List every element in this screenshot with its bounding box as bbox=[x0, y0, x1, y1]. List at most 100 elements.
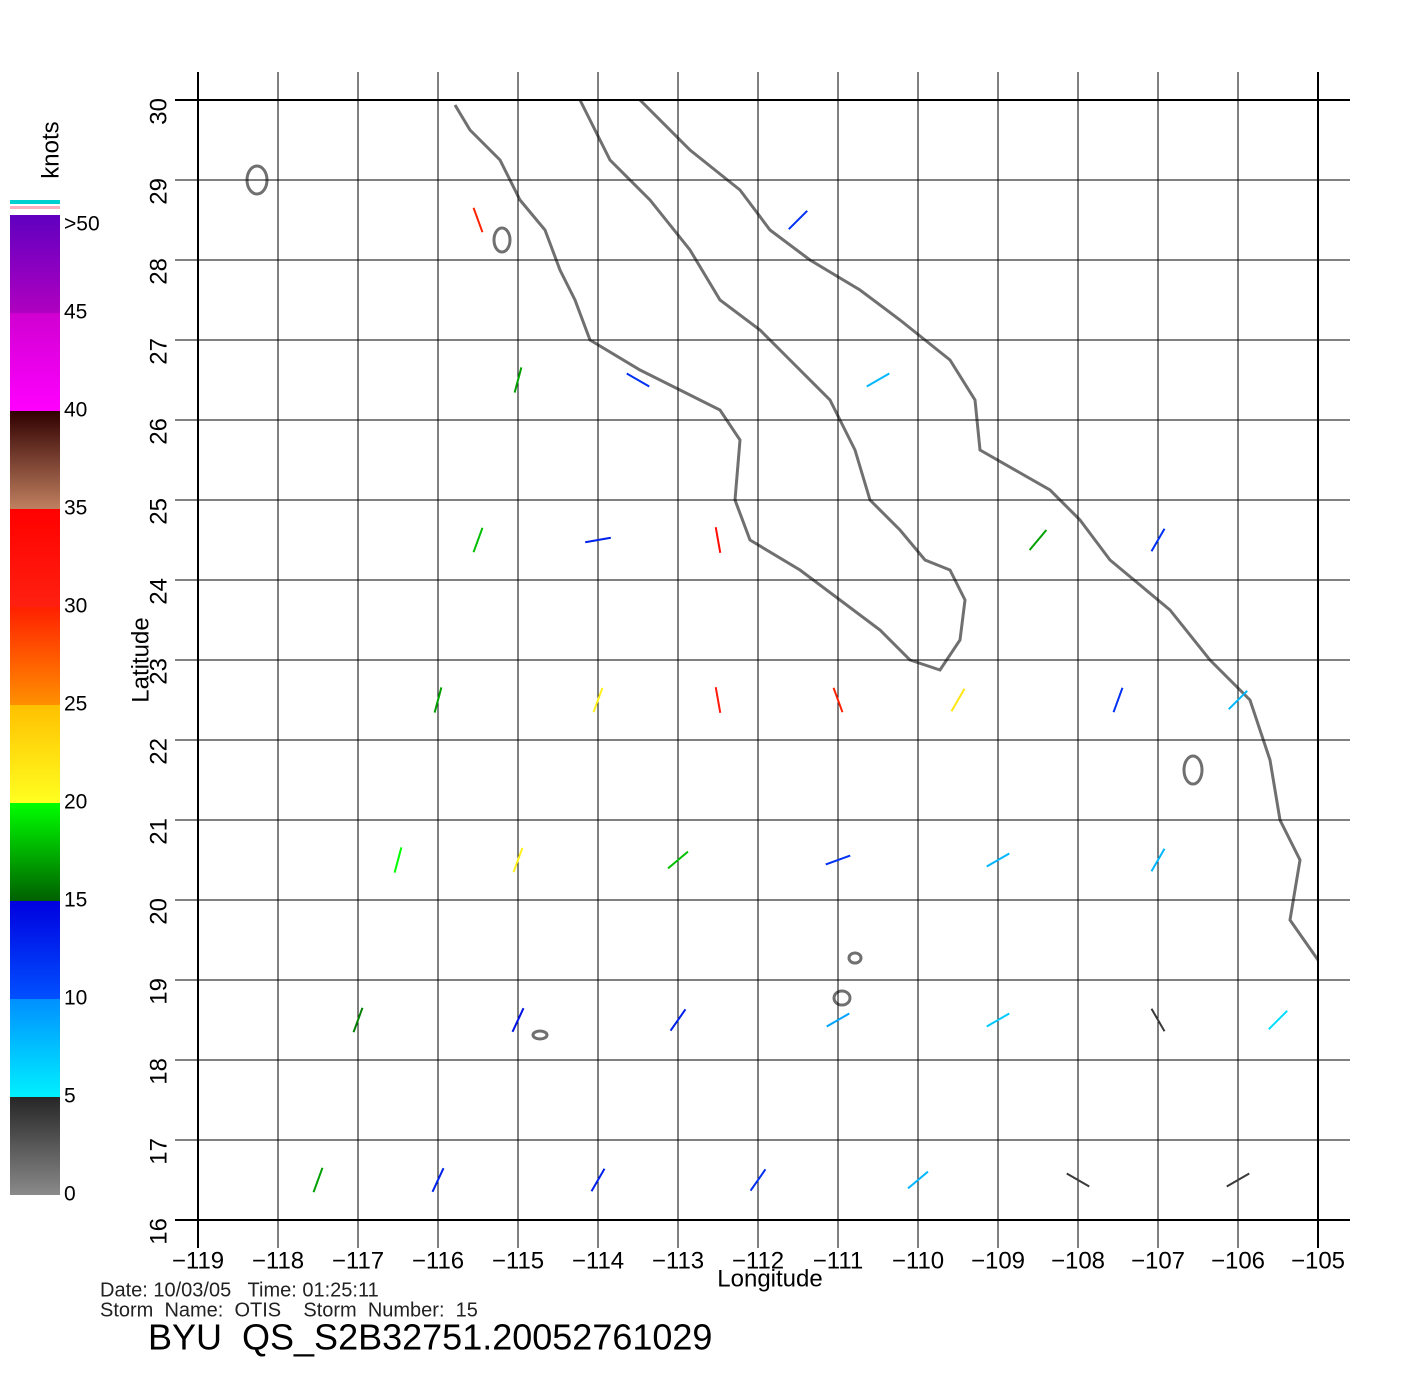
file-id: BYU QS_S2B32751.20052761029 bbox=[148, 1317, 712, 1358]
wind-vector bbox=[312, 1167, 324, 1193]
colorbar-tick-label: 30 bbox=[64, 595, 87, 618]
x-tick-label: −114 bbox=[572, 1247, 624, 1274]
wind-vector bbox=[749, 1168, 767, 1192]
colorbar-tick-label: >50 bbox=[64, 213, 100, 236]
colorbar-segment bbox=[10, 313, 60, 411]
y-tick-label: 17 bbox=[145, 1138, 172, 1165]
x-axis-label: Longitude bbox=[717, 1265, 822, 1292]
x-tick-label: −111 bbox=[813, 1247, 864, 1274]
x-tick-label: −107 bbox=[1131, 1247, 1185, 1274]
wind-vector bbox=[986, 1012, 1010, 1028]
colorbar-tick-label: 40 bbox=[64, 399, 87, 422]
y-tick-label: 30 bbox=[145, 98, 172, 125]
colorbar-tick-label: 0 bbox=[64, 1183, 76, 1206]
x-tick-label: −113 bbox=[652, 1247, 704, 1274]
y-tick-label: 22 bbox=[145, 738, 172, 765]
colorbar-label: knots bbox=[37, 121, 64, 178]
info-line: Date: 10/03/05 Time: 01:25:11 bbox=[100, 1279, 379, 1301]
colorbar-segment bbox=[10, 607, 60, 705]
wind-vector bbox=[1226, 1172, 1250, 1188]
x-tick-label: −108 bbox=[1051, 1247, 1105, 1274]
y-tick-label: 16 bbox=[145, 1218, 172, 1245]
colorbar-segment bbox=[10, 803, 60, 901]
wind-vector bbox=[714, 687, 722, 713]
colorbar-segment bbox=[10, 509, 60, 607]
colorbar-cap bbox=[10, 200, 60, 204]
colorbar-segment bbox=[10, 999, 60, 1097]
baja-coast bbox=[453, 99, 967, 672]
wind-vector bbox=[433, 687, 443, 713]
colorbar-segment bbox=[10, 705, 60, 803]
x-tick-label: −118 bbox=[252, 1247, 304, 1274]
wind-vector bbox=[1150, 1008, 1166, 1032]
island bbox=[492, 226, 512, 254]
wind-vector bbox=[472, 527, 484, 553]
wind-vector bbox=[1268, 1010, 1288, 1030]
colorbar-segment bbox=[10, 411, 60, 509]
colorbar-tick-label: 10 bbox=[64, 987, 87, 1010]
y-tick-label: 21 bbox=[145, 818, 172, 845]
island bbox=[832, 989, 852, 1007]
wind-vector bbox=[788, 210, 808, 230]
y-tick-label: 23 bbox=[145, 658, 172, 685]
y-tick-label: 27 bbox=[145, 338, 172, 365]
wind-vector bbox=[714, 527, 722, 553]
island bbox=[531, 1029, 549, 1041]
x-tick-label: −105 bbox=[1291, 1247, 1345, 1274]
wind-vector bbox=[352, 1007, 364, 1033]
colorbar-tick-label: 20 bbox=[64, 791, 87, 814]
wind-vector bbox=[1150, 848, 1166, 872]
island bbox=[1182, 754, 1204, 786]
x-tick-label: −110 bbox=[892, 1247, 944, 1274]
colorbar-tick-label: 5 bbox=[64, 1085, 76, 1108]
y-tick-label: 26 bbox=[145, 418, 172, 445]
colorbar-segment bbox=[10, 901, 60, 999]
wind-vector bbox=[950, 688, 966, 712]
y-tick-label: 29 bbox=[145, 178, 172, 205]
wind-vector bbox=[393, 847, 403, 873]
wind-vector bbox=[431, 1167, 445, 1193]
wind-vector bbox=[472, 207, 484, 233]
wind-vector bbox=[667, 850, 689, 870]
wind-vector bbox=[1066, 1172, 1090, 1188]
wind-vector bbox=[1150, 528, 1166, 552]
x-tick-label: −112 bbox=[732, 1247, 784, 1274]
colorbar-cap bbox=[10, 206, 60, 209]
x-tick-label: −106 bbox=[1211, 1247, 1265, 1274]
y-tick-label: 19 bbox=[145, 978, 172, 1005]
island bbox=[847, 951, 863, 965]
y-tick-label: 24 bbox=[145, 578, 172, 605]
colorbar-tick-label: 15 bbox=[64, 889, 87, 912]
colorbar-tick-label: 25 bbox=[64, 693, 87, 716]
wind-vector bbox=[986, 852, 1010, 868]
wind-vector bbox=[866, 372, 890, 388]
wind-vector bbox=[825, 854, 851, 866]
x-tick-label: −119 bbox=[172, 1247, 224, 1274]
y-axis-label: Latitude bbox=[127, 617, 154, 702]
wind-vector bbox=[585, 536, 611, 544]
wind-vector bbox=[590, 1168, 606, 1192]
wind-vector bbox=[1228, 690, 1248, 710]
x-tick-label: −109 bbox=[971, 1247, 1025, 1274]
info-line: Storm Name: OTIS Storm Number: 15 bbox=[100, 1299, 478, 1321]
wind-vector bbox=[826, 1012, 850, 1028]
wind-vector bbox=[513, 367, 523, 393]
x-tick-label: −116 bbox=[412, 1247, 464, 1274]
x-tick-label: −115 bbox=[492, 1247, 544, 1274]
mainland-coast bbox=[638, 98, 1320, 961]
wind-vector bbox=[1028, 529, 1048, 551]
wind-vector bbox=[626, 372, 650, 388]
colorbar-tick-label: 45 bbox=[64, 301, 87, 324]
colorbar-segment bbox=[10, 1097, 60, 1195]
wind-vector bbox=[511, 1007, 525, 1033]
wind-vector bbox=[512, 847, 524, 873]
wind-vector bbox=[592, 687, 604, 713]
y-tick-label: 20 bbox=[145, 898, 172, 925]
colorbar-segment bbox=[10, 215, 60, 313]
coastline bbox=[245, 98, 1320, 1041]
y-tick-label: 18 bbox=[145, 1058, 172, 1085]
wind-vector bbox=[832, 687, 844, 713]
y-tick-label: 25 bbox=[145, 498, 172, 525]
